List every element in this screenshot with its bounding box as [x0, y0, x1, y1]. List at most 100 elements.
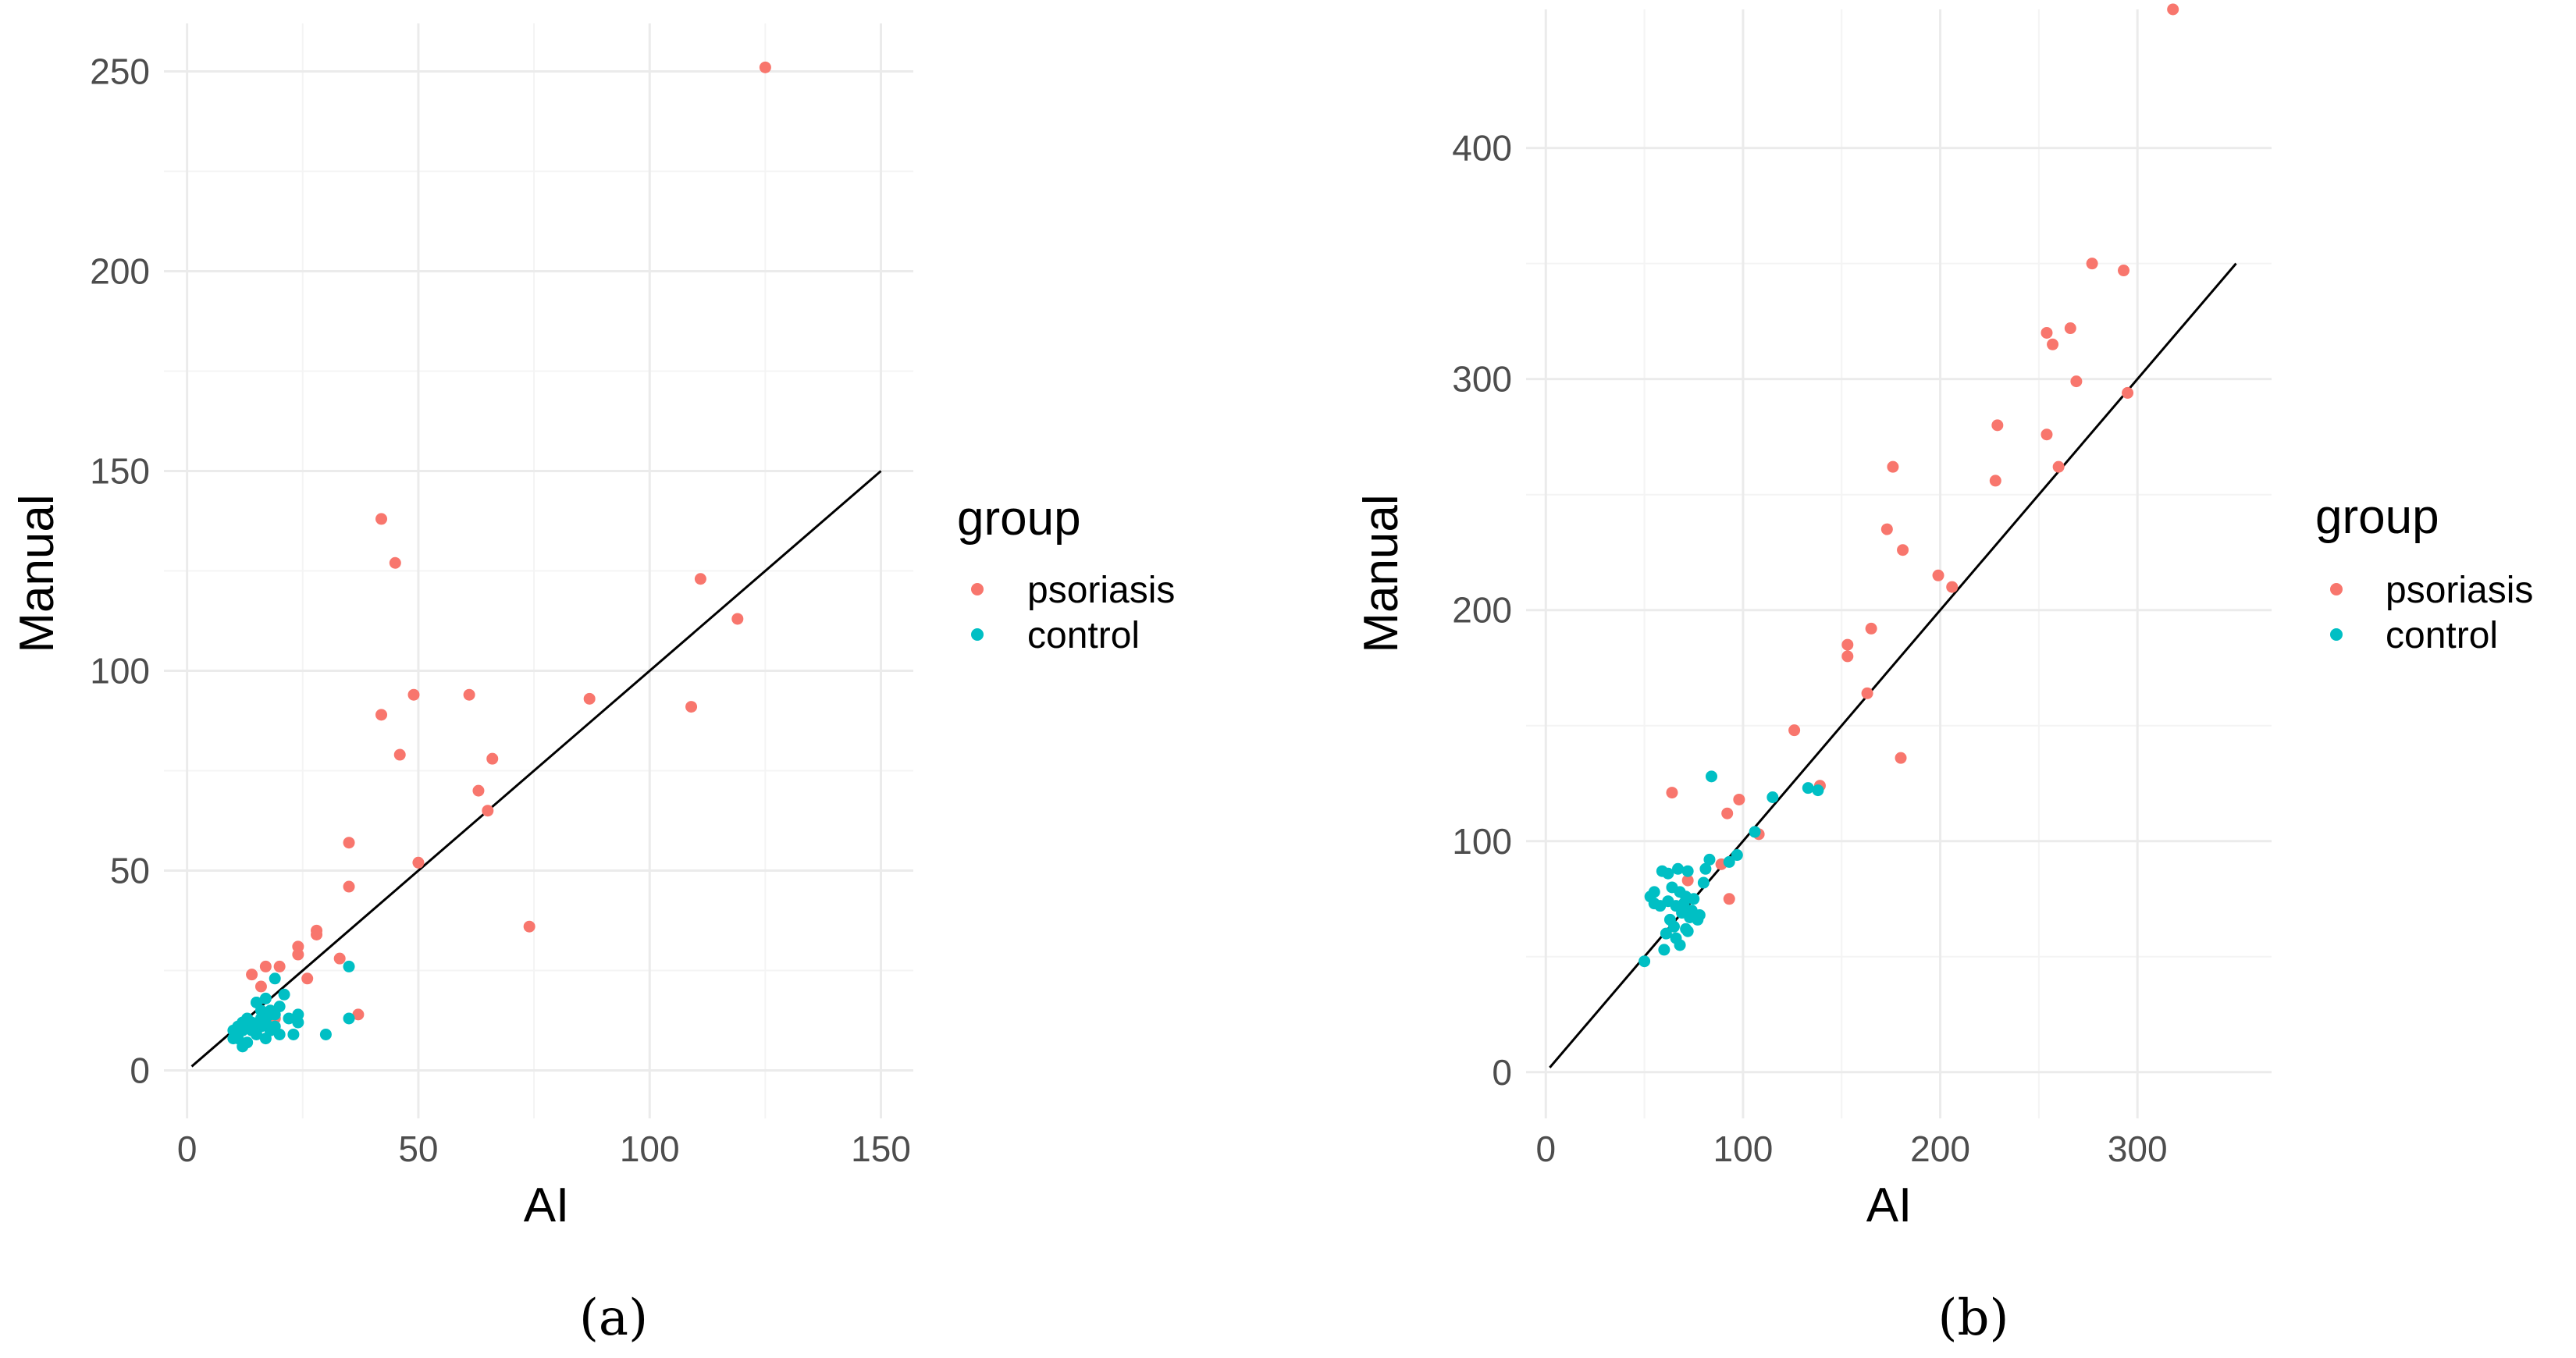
panel-a-grid — [164, 23, 913, 1118]
panel-a-point-psoriasis — [292, 948, 304, 961]
panel-b-reference-line — [1549, 262, 2237, 1068]
panel-b-points — [1638, 3, 2179, 968]
panel-b-y-tick-label: 100 — [1452, 821, 1512, 862]
panel-a-point-control — [269, 972, 281, 985]
panel-b-point-psoriasis — [1841, 638, 1854, 651]
panel-b-point-psoriasis — [2070, 375, 2083, 388]
panel-b-point-psoriasis — [1887, 460, 1899, 473]
panel-a-point-psoriasis — [523, 920, 535, 933]
panel-b-point-control — [1658, 944, 1670, 956]
panel-a-point-psoriasis — [311, 924, 323, 937]
panel-b-legend-key-psoriasis — [2330, 583, 2343, 595]
panel-b-point-psoriasis — [1861, 687, 1873, 699]
panel-a-point-psoriasis — [731, 613, 744, 625]
panel-b-point-psoriasis — [2086, 258, 2098, 270]
panel-a-x-tick-label: 150 — [851, 1129, 911, 1169]
panel-b-legend: group psoriasis control — [2315, 490, 2533, 656]
panel-a-point-control — [259, 1033, 272, 1045]
panel-b-point-control — [1638, 955, 1651, 968]
panel-a-point-psoriasis — [259, 960, 272, 972]
panel-b-x-tick-label: 0 — [1535, 1129, 1556, 1169]
panel-a-y-tick-label: 250 — [90, 51, 150, 91]
panel-b-point-psoriasis — [1733, 793, 1745, 805]
panel-b-point-control — [1705, 770, 1717, 783]
panel-a-x-tick-label: 50 — [398, 1129, 438, 1169]
panel-a-point-psoriasis — [273, 960, 286, 972]
panel-a-point-psoriasis — [472, 784, 485, 797]
panel-b-point-control — [1656, 865, 1668, 877]
panel-b-point-control — [1703, 853, 1716, 866]
panel-a-point-psoriasis — [583, 692, 596, 705]
panel-a-point-psoriasis — [375, 513, 388, 525]
panel-a-y-tick-label: 0 — [130, 1050, 150, 1091]
panel-a-legend-label-control: control — [1027, 615, 1140, 656]
panel-b-point-psoriasis — [1788, 724, 1801, 737]
panel-a-point-control — [259, 992, 272, 1004]
panel-a-point-control — [292, 1008, 304, 1021]
panel-a-x-tick-label: 100 — [620, 1129, 680, 1169]
panel-a-legend-key-psoriasis — [971, 583, 984, 595]
panel-a-y-tick-label: 200 — [90, 251, 150, 291]
panel-b-point-psoriasis — [1681, 874, 1694, 887]
panel-a-point-control — [269, 1020, 281, 1033]
panel-a-point-control — [227, 1033, 240, 1045]
panel-b-x-axis-title: AI — [1866, 1178, 1912, 1232]
panel-b-y-tick-label: 0 — [1492, 1052, 1512, 1093]
panel-b-legend-label-control: control — [2386, 615, 2498, 656]
panel-b-point-psoriasis — [1666, 787, 1678, 799]
panel-a-y-tick-label: 150 — [90, 450, 150, 491]
panel-a-point-control — [287, 1028, 300, 1040]
panel-a-point-psoriasis — [694, 573, 706, 585]
panel-b-legend-label-psoriasis: psoriasis — [2386, 570, 2533, 611]
panel-a-reference-line — [190, 470, 882, 1068]
panel-a-x-tick-labels: 0 50 100 150 — [177, 1129, 911, 1169]
panel-a-point-control — [264, 1004, 276, 1017]
panel-a-x-tick-label: 0 — [177, 1129, 197, 1169]
panel-b-point-psoriasis — [1989, 475, 2001, 487]
panel-b-point-psoriasis — [2041, 428, 2053, 441]
panel-b-reference-line-group — [1549, 262, 2237, 1068]
panel-a-point-psoriasis — [393, 748, 406, 761]
panel-b-point-psoriasis — [1897, 544, 1909, 556]
panel-a-point-psoriasis — [463, 688, 475, 701]
panel-b-x-tick-label: 100 — [1713, 1129, 1774, 1169]
panel-a-point-control — [246, 1024, 258, 1036]
panel-b-point-control — [1660, 927, 1672, 940]
panel-b-point-control — [1767, 791, 1779, 804]
panel-a-legend: group psoriasis control — [957, 492, 1175, 656]
panel-b-legend-key-control — [2330, 628, 2343, 641]
panel-b-point-psoriasis — [1841, 650, 1854, 663]
panel-a-y-tick-labels: 0 50 100 150 200 250 — [90, 51, 150, 1090]
panel-a-point-control — [237, 1040, 249, 1053]
panel-a-point-control — [237, 1016, 249, 1029]
panel-a-label: (a) — [579, 1289, 648, 1347]
panel-a-point-psoriasis — [482, 805, 494, 817]
panel-b-point-control — [1692, 913, 1704, 926]
panel-b-point-psoriasis — [2167, 3, 2179, 16]
panel-b-point-psoriasis — [2052, 460, 2065, 473]
panel-b-point-control — [1667, 920, 1680, 933]
panel-b-point-control — [1678, 902, 1690, 915]
panel-b-point-control — [1731, 849, 1743, 862]
panel-a-point-psoriasis — [343, 880, 355, 893]
panel-b-point-psoriasis — [2041, 326, 2053, 339]
panel-b-point-psoriasis — [1865, 622, 1877, 635]
panel-b-point-control — [1648, 898, 1660, 910]
panel-a-points — [227, 61, 771, 1053]
panel-b-point-psoriasis — [1721, 807, 1734, 819]
panel-b-point-control — [1681, 865, 1694, 877]
panel-a-point-psoriasis — [352, 1008, 365, 1021]
panel-a-y-axis-title: Manual — [10, 494, 64, 652]
panel-a-legend-key-control — [971, 628, 984, 641]
panel-a-legend-label-psoriasis: psoriasis — [1027, 570, 1175, 611]
panel-b-point-control — [1802, 782, 1814, 795]
panel-a-point-psoriasis — [333, 952, 346, 965]
panel-b-point-control — [1699, 862, 1712, 875]
panel-a-y-tick-label: 50 — [110, 851, 150, 891]
panel-a-point-psoriasis — [343, 837, 355, 849]
panel-b-point-psoriasis — [1946, 581, 1959, 593]
panel-b-point-control — [1697, 876, 1710, 889]
panel-b-point-psoriasis — [1895, 752, 1907, 764]
panel-a-point-psoriasis — [246, 969, 258, 981]
